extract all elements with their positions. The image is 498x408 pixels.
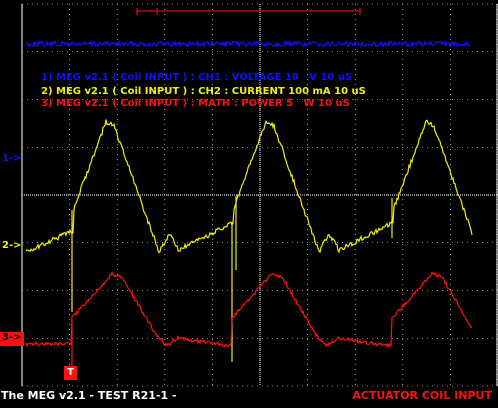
ch3-level-marker: 3-> [0, 332, 24, 346]
ch1-voltage-trace [25, 39, 471, 49]
graticule [21, 3, 498, 387]
ch2-level-marker: 2-> [2, 240, 22, 251]
legend-ch1: 1) MEG v2.1 ( Coil INPUT ) : CH1 : VOLTA… [41, 72, 353, 83]
trigger-marker: T [64, 366, 77, 380]
legend-ch3: 3) MEG v2.1 ( Coil INPUT ) : MATH : POWE… [41, 98, 350, 109]
legend-ch2: 2) MEG v2.1 ( Coil INPUT ) : CH2 : CURRE… [41, 86, 366, 97]
math-power-trace [25, 271, 473, 372]
ch1-level-marker: 1-> [2, 153, 22, 164]
test-caption: The MEG v2.1 - TEST R21-1 - [1, 389, 177, 402]
signal-caption: ACTUATOR COIL INPUT [352, 389, 492, 402]
ch2-current-trace [25, 119, 473, 362]
trigger-position-bar [136, 8, 361, 15]
